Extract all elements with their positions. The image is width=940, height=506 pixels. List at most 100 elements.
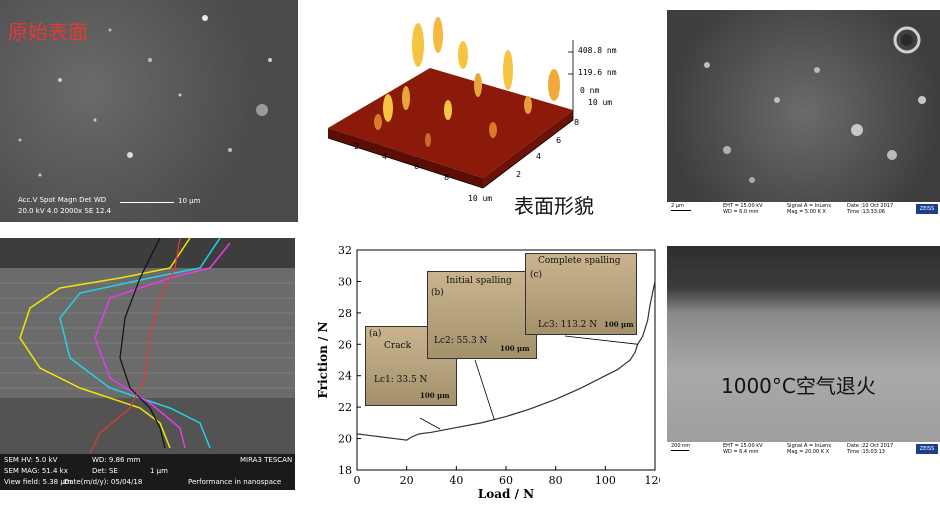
y-tick-label-4: 26 [338, 338, 352, 351]
sem-zeiss-top-infobar: 2 μm EHT = 15.00 kV WD = 6.0 mm Signal A… [667, 202, 940, 216]
afm-y-end: 10 um [588, 98, 613, 107]
x-tick-label-5: 100 [595, 474, 616, 487]
zeiss-logo-icon: ZEISS [916, 444, 938, 454]
afm-tick-l2: 4 [382, 152, 388, 161]
sem-zeiss-top-scalebar [671, 210, 691, 211]
photo-b-tag: (b) [431, 288, 444, 298]
sem-cross-brand: MIRA3 TESCAN [240, 456, 293, 464]
sem-zeiss-bottom-scalebar [671, 450, 689, 451]
arrow-lc3 [564, 335, 639, 345]
sem-cross-scale: 1 μm [150, 467, 168, 475]
y-tick-label-0: 18 [338, 464, 352, 477]
afm-3d-surface [327, 17, 574, 189]
photo-c-scale: 100 μm [604, 320, 634, 329]
photo-a-label: Crack [384, 341, 412, 351]
zeiss-logo-icon: ZEISS [916, 204, 938, 214]
sem-cross-mag: SEM MAG: 51.4 kx [4, 467, 68, 475]
afm-z-mid: 119.6 nm [578, 68, 617, 77]
sem-zeiss-top-mag: Mag = 5.00 K X [787, 209, 826, 215]
sem-zeiss-bottom-caption: 1000°C空气退火 [721, 374, 876, 398]
afm-tick-r2: 6 [556, 136, 562, 145]
sem-cross-wd: WD: 9.86 mm [92, 456, 141, 464]
photo-c: Complete spalling (c) Lc3: 113.2 N 100 μ… [525, 253, 637, 335]
afm-panel: 408.8 nm 119.6 nm 0 nm 10 um 8 6 4 2 2 4… [318, 10, 648, 222]
sem-cross-infobar: SEM HV: 5.0 kV WD: 9.86 mm MIRA3 TESCAN … [0, 454, 295, 490]
sem-cross-slogan: Performance in nanospace [188, 478, 282, 486]
afm-tick-l3: 6 [414, 162, 420, 171]
sem-zeiss-top-eht: EHT = 15.00 kV [723, 203, 763, 209]
sem-zeiss-top-signal: Signal A = InLens [787, 203, 831, 209]
friction-series-line [356, 281, 656, 441]
sem-zeiss-bottom-eht: EHT = 15.00 kV [723, 443, 763, 449]
sem-particles [18, 15, 272, 177]
sem-zeiss-bottom-time: Time :15:03:13 [847, 449, 885, 455]
x-axis-label: Load / N [478, 487, 534, 500]
y-tick-label-7: 32 [338, 244, 352, 257]
x-tick-label-1: 20 [400, 474, 414, 487]
sem-zeiss-top-panel: 2 μm EHT = 15.00 kV WD = 6.0 mm Signal A… [667, 10, 940, 216]
x-tick-label-6: 120 [645, 474, 661, 487]
sem-zeiss-bottom-date: Date :22 Oct 2017 [847, 443, 894, 449]
y-tick-label-1: 20 [338, 433, 352, 446]
sem-original-scalebar [120, 202, 174, 203]
x-tick-label-3: 60 [499, 474, 513, 487]
sem-original-title: 原始表面 [8, 20, 88, 44]
afm-caption: 表面形貌 [514, 194, 594, 218]
sem-zeiss-bottom-wd: WD = 6.4 mm [723, 449, 759, 455]
sem-cross-image [0, 238, 295, 454]
photo-b-label: Initial spalling [446, 276, 512, 286]
photo-c-tag: (c) [530, 270, 543, 280]
x-tick-label-2: 40 [449, 474, 463, 487]
sem-zeiss-bottom-scale: 200 nm [671, 443, 691, 449]
sem-cross-view: View field: 5.38 μm [4, 478, 72, 486]
profile-red [89, 238, 181, 454]
sem-zeiss-bottom-infobar: 200 nm EHT = 15.00 kV WD = 6.4 mm Signal… [667, 442, 940, 456]
photo-a-value: Lc1: 33.5 N [374, 375, 428, 385]
sem-cross-det: Det: SE [92, 467, 118, 475]
sem-zeiss-top-wd: WD = 6.0 mm [723, 209, 759, 215]
friction-chart: 0 20 40 60 80 100 120 18 20 22 24 26 28 30 32 Load / N F… [316, 244, 661, 500]
photo-a-tag: (a) [369, 329, 382, 339]
sem-zeiss-top-date: Date :10 Oct 2017 [847, 203, 894, 209]
sem-zeiss-top-texture [704, 26, 926, 183]
photo-b: (b) Initial spalling Lc2: 55.3 N 100 μm [427, 271, 537, 359]
afm-z-base: 0 nm [580, 86, 600, 95]
profile-yellow [19, 238, 191, 449]
profile-black [119, 238, 166, 449]
afm-tick-r3: 4 [536, 152, 542, 161]
sem-zeiss-top-time: Time :13:33:06 [847, 209, 885, 215]
sem-original-panel: 原始表面 Acc.V Spot Magn Det WD 20.0 kV 4.0 … [0, 0, 298, 222]
y-tick-label-2: 22 [338, 401, 352, 414]
profile-cyan [59, 238, 221, 449]
sem-original-scale-label: 10 μm [178, 197, 201, 205]
profile-magenta [94, 242, 231, 449]
afm-z-top: 408.8 nm [578, 46, 617, 55]
photo-a-scale: 100 μm [420, 391, 450, 400]
x-tick-label-4: 80 [549, 474, 563, 487]
sem-cross-panel: SEM HV: 5.0 kV WD: 9.86 mm MIRA3 TESCAN … [0, 238, 295, 490]
afm-tick-l4: 8 [444, 173, 450, 182]
afm-tick-l1: 2 [354, 142, 360, 151]
afm-tick-r4: 2 [516, 170, 522, 179]
photo-c-label: Complete spalling [538, 256, 621, 266]
arrow-lc2 [474, 359, 495, 420]
sem-zeiss-bottom-panel: 1000°C空气退火 200 nm EHT = 15.00 kV WD = 6.… [667, 246, 940, 456]
afm-tick-r1: 8 [574, 118, 580, 127]
sem-cross-hv: SEM HV: 5.0 kV [4, 456, 58, 464]
y-tick-label-3: 24 [338, 370, 352, 383]
y-axis-label: Friction / N [316, 321, 330, 398]
y-tick-label-6: 30 [338, 275, 352, 288]
sem-zeiss-top-scale: 2 μm [671, 203, 684, 209]
y-tick-label-5: 28 [338, 307, 352, 320]
afm-x-end: 10 um [468, 194, 493, 203]
sem-zeiss-bottom-mag: Mag = 20.00 K X [787, 449, 830, 455]
friction-chart-panel: 0 20 40 60 80 100 120 18 20 22 24 26 28 30 32 Load / N F… [315, 238, 660, 500]
photo-b-value: Lc2: 55.3 N [434, 336, 488, 346]
photo-c-value: Lc3: 113.2 N [538, 320, 598, 330]
arrow-lc1 [419, 417, 441, 430]
sem-original-info-2: 20.0 kV 4.0 2000x SE 12.4 [18, 207, 112, 215]
x-tick-label-0: 0 [354, 474, 361, 487]
sem-zeiss-bottom-signal: Signal A = InLens [787, 443, 831, 449]
sem-cross-date: Date(m/d/y): 05/04/18 [64, 478, 143, 486]
photo-b-scale: 100 μm [500, 344, 530, 353]
